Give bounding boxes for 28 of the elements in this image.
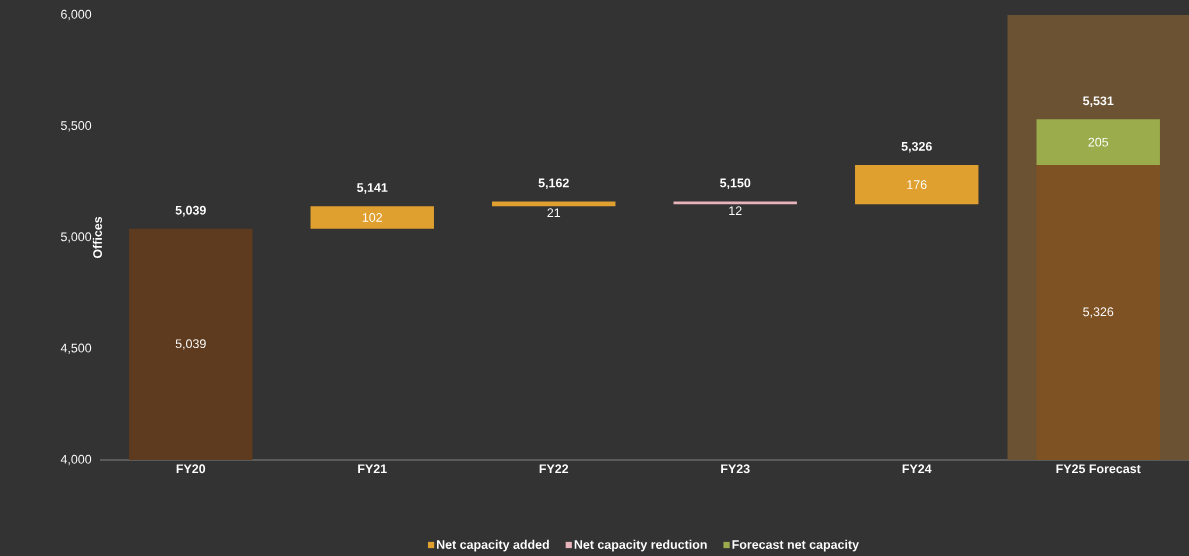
y-tick-label: 6,000 bbox=[61, 9, 92, 21]
data-label: 102 bbox=[362, 213, 382, 222]
legend-label: Net capacity added bbox=[437, 539, 549, 552]
annotation: 5,326 bbox=[901, 142, 932, 153]
x-tick-label: FY25 Forecast bbox=[1056, 464, 1141, 474]
data-label: 5,039 bbox=[175, 339, 206, 350]
x-tick-label: FY21 bbox=[358, 464, 387, 474]
x-tick-label: FY22 bbox=[539, 464, 569, 474]
y-tick-label: 4,500 bbox=[60, 343, 92, 354]
annotation: 5,150 bbox=[720, 178, 751, 190]
legend-label: Forecast net capacity bbox=[732, 539, 859, 552]
annotation: 5,039 bbox=[175, 205, 206, 217]
x-tick-label: FY23 bbox=[721, 464, 750, 474]
data-label: 5,326 bbox=[1083, 307, 1114, 318]
y-tick-label: 5,000 bbox=[60, 232, 92, 243]
y-tick-label: 5,500 bbox=[60, 121, 92, 132]
data-label: 205 bbox=[1088, 137, 1109, 147]
data-label: 12 bbox=[729, 206, 742, 216]
y-axis-title: Offices bbox=[92, 216, 102, 259]
annotation: 5,162 bbox=[538, 178, 569, 190]
annotation: 5,141 bbox=[357, 183, 388, 194]
legend-label: Net capacity reduction bbox=[574, 539, 707, 552]
annotation: 5,531 bbox=[1083, 96, 1114, 107]
x-tick-label: FY24 bbox=[902, 464, 932, 474]
data-label: 21 bbox=[547, 208, 561, 218]
y-tick-label: 4,000 bbox=[60, 454, 92, 466]
data-label: 176 bbox=[907, 180, 927, 189]
x-tick-label: FY20 bbox=[176, 464, 206, 474]
